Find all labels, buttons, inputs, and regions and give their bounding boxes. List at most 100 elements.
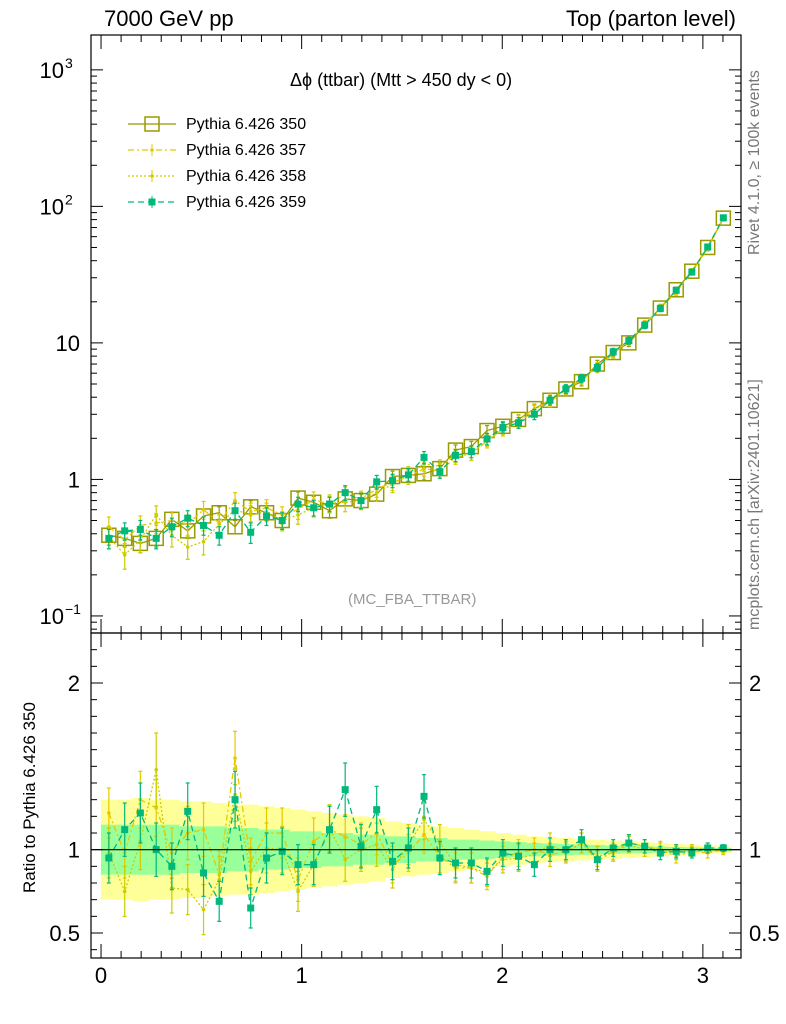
legend-label-357: Pythia 6.426 357 (186, 142, 307, 159)
main-ytick-label: 10 (56, 331, 80, 356)
main-ytick-exponent: 3 (65, 55, 73, 71)
header-observable: Top (parton level) (566, 6, 736, 31)
ratio-s357-point (201, 827, 206, 832)
ratio-y-axis-label: Ratio to Pythia 6.426 350 (20, 702, 39, 893)
main-s359-point (499, 424, 507, 432)
ratio-s359-point (310, 861, 318, 869)
main-s359-point (656, 304, 664, 312)
ratio-s359-point (593, 856, 601, 864)
ratio-ytick-label-right: 0.5 (749, 921, 780, 946)
ratio-s358-point (374, 842, 379, 847)
ratio-s359-point (672, 847, 680, 855)
main-s359-point (688, 268, 696, 276)
ratio-s359-point (656, 849, 664, 857)
ratio-s359-point (515, 852, 523, 860)
ratio-s359-point (263, 854, 271, 862)
legend-marker-s350 (144, 116, 160, 132)
main-s359-point (719, 214, 727, 222)
xtick-label: 0 (95, 963, 107, 988)
main-s359-point (310, 504, 318, 512)
main-s359-point (420, 453, 428, 461)
main-s358-point (154, 513, 159, 517)
main-s359-point (231, 507, 239, 515)
ratio-s359-point (436, 854, 444, 862)
main-s358-point (343, 500, 347, 505)
main-s359-point (483, 435, 491, 443)
ratio-s358-point (201, 907, 206, 912)
ratio-s359-line (108, 787, 724, 909)
ratio-s358-point (154, 767, 159, 772)
ratio-s357-point (311, 839, 316, 844)
ratio-s359-point (483, 867, 491, 875)
xtick-label: 2 (496, 963, 508, 988)
main-s359-point (546, 396, 554, 404)
main-s358-point (296, 513, 300, 517)
ratio-ytick-label-right: 2 (749, 671, 761, 696)
main-s359-point (136, 525, 144, 533)
mcplots-label: mcplots.cern.ch [arXiv:2401.10621] (746, 379, 763, 630)
main-s359-point (105, 534, 113, 542)
main-s359-point (672, 286, 680, 294)
ratio-s359-point (499, 849, 507, 857)
main-s359-point (593, 364, 601, 372)
ratio-s359-point (168, 862, 176, 870)
main-s359-point (530, 410, 538, 418)
rivet-version-label: Rivet 4.1.0, ≥ 100k events (746, 70, 763, 255)
xtick-label: 1 (296, 963, 308, 988)
ratio-s359-point (704, 844, 712, 852)
main-s350-line (108, 217, 724, 545)
main-s359-point (326, 500, 334, 508)
ratio-s359-point (719, 844, 727, 852)
main-s350-point (605, 344, 621, 361)
main-s359-point (278, 517, 286, 525)
ratio-s359-point (578, 836, 586, 844)
main-s359-point (389, 477, 397, 485)
main-ytick-label: 10 (40, 58, 64, 83)
main-s358-point (201, 539, 206, 544)
ratio-s359-point (452, 859, 460, 867)
legend-label-358: Pythia 6.426 358 (186, 168, 307, 185)
main-s358-point (374, 490, 379, 495)
ratio-s359-point (373, 806, 381, 814)
ratio-s359-point (609, 844, 617, 852)
ratio-frame (90, 632, 742, 959)
ratio-s359-point (641, 842, 649, 850)
main-s359-point (121, 527, 129, 535)
main-s350-point (668, 282, 684, 298)
analysis-watermark: (MC_FBA_TTBAR) (348, 591, 477, 608)
main-s350-point (558, 381, 574, 397)
ratio-s358-point (185, 887, 190, 892)
main-s359-point (515, 419, 523, 427)
ratio-ytick-label: 2 (68, 671, 80, 696)
main-s359-point (263, 512, 271, 520)
ratio-s359-point (294, 861, 302, 869)
ratio-s359-point (200, 869, 208, 877)
ratio-s359-point (467, 859, 475, 867)
ratio-s358-point (343, 857, 347, 862)
ratio-s359-point (278, 847, 286, 855)
main-s350-point (684, 263, 700, 279)
ratio-s359-point (530, 861, 538, 869)
main-s358-point (248, 513, 253, 517)
main-s358-point (217, 522, 221, 526)
main-s358-line (108, 218, 724, 556)
main-s359-point (578, 374, 586, 382)
main-s359-point (452, 451, 460, 459)
main-s350-point (715, 210, 732, 226)
main-s359-point (373, 478, 381, 486)
main-s359-point (562, 385, 570, 393)
main-s359-line (108, 217, 724, 540)
ratio-ytick-label: 1 (68, 838, 80, 863)
ratio-s358-point (422, 817, 426, 822)
ratio-s359-point (121, 826, 129, 834)
main-ytick-exponent: −1 (65, 601, 81, 617)
ratio-s359-point (341, 786, 349, 794)
ratio-s359-point (215, 897, 223, 905)
legend-label-359: Pythia 6.426 359 (186, 194, 307, 211)
ratio-s357-line (108, 757, 724, 882)
ratio-s358-point (122, 889, 127, 894)
ratio-s359-point (247, 904, 255, 912)
main-ytick-label: 1 (68, 467, 80, 492)
main-s359-point (704, 243, 712, 251)
ratio-s359-point (231, 796, 239, 804)
